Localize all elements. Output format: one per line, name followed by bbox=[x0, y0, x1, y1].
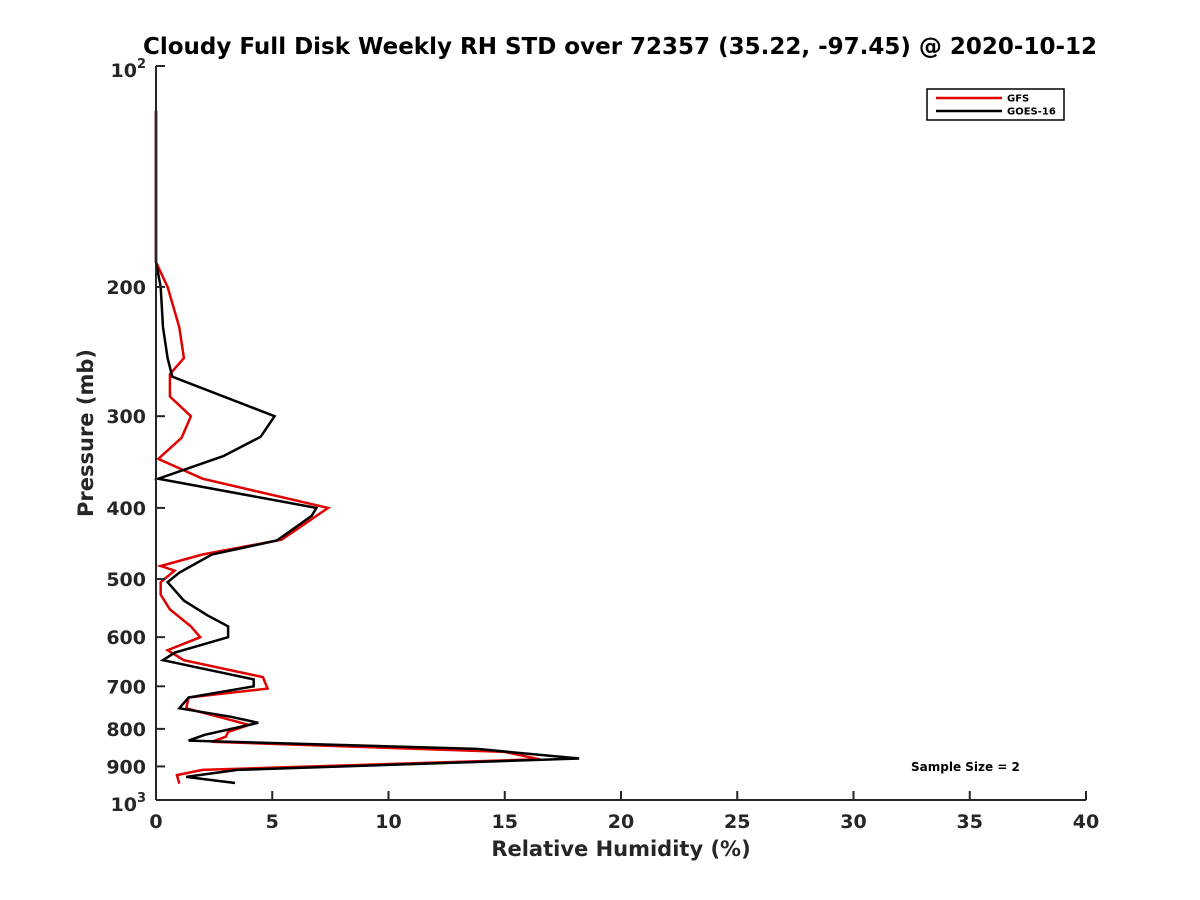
y-tick-base: 10 bbox=[111, 794, 137, 816]
y-tick-label: 102 bbox=[111, 57, 147, 82]
y-tick-label: 900 bbox=[106, 756, 146, 778]
legend: GFS GOES-16 bbox=[926, 88, 1065, 121]
y-tick-label: 300 bbox=[106, 406, 146, 428]
y-tick-base: 10 bbox=[111, 60, 137, 82]
y-tick-label: 800 bbox=[106, 719, 146, 741]
x-tick-label: 5 bbox=[266, 811, 279, 833]
y-tick-exponent: 3 bbox=[137, 791, 146, 806]
y-axis-label: Pressure (mb) bbox=[74, 349, 98, 517]
y-tick-label: 500 bbox=[106, 569, 146, 591]
y-tick-label: 200 bbox=[106, 277, 146, 299]
x-tick-label: 40 bbox=[1073, 811, 1099, 833]
x-axis-label: Relative Humidity (%) bbox=[491, 837, 750, 861]
series-line-goes16 bbox=[153, 110, 580, 785]
y-tick-label: 400 bbox=[106, 498, 146, 520]
sample-size-annotation: Sample Size = 2 bbox=[911, 760, 1020, 774]
x-tick-label: 35 bbox=[957, 811, 983, 833]
x-tick-label: 30 bbox=[840, 811, 866, 833]
x-tick-label: 20 bbox=[608, 811, 634, 833]
legend-label-gfs: GFS bbox=[1007, 94, 1029, 105]
y-tick-label: 700 bbox=[106, 676, 146, 698]
x-tick-label: 25 bbox=[724, 811, 750, 833]
chart-title: Cloudy Full Disk Weekly RH STD over 7235… bbox=[143, 34, 1097, 60]
series-line-gfs bbox=[154, 110, 540, 784]
y-tick-label: 103 bbox=[111, 791, 147, 816]
y-tick-exponent: 2 bbox=[137, 57, 146, 72]
x-tick-label: 10 bbox=[375, 811, 401, 833]
y-tick-label: 600 bbox=[106, 627, 146, 649]
legend-label-goes16: GOES-16 bbox=[1007, 107, 1056, 118]
x-ticks: 0 5 10 15 20 25 30 35 40 bbox=[149, 791, 1099, 833]
series-layer bbox=[153, 110, 580, 785]
legend-box bbox=[926, 88, 1065, 121]
x-tick-label: 0 bbox=[149, 811, 162, 833]
x-tick-label: 15 bbox=[492, 811, 518, 833]
